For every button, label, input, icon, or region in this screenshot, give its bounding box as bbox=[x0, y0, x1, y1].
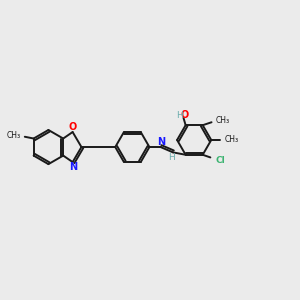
Text: CH₃: CH₃ bbox=[6, 131, 20, 140]
Text: Cl: Cl bbox=[215, 156, 225, 165]
Text: O: O bbox=[69, 122, 77, 132]
Text: N: N bbox=[157, 137, 165, 147]
Text: O: O bbox=[181, 110, 189, 121]
Text: CH₃: CH₃ bbox=[224, 136, 239, 145]
Text: N: N bbox=[69, 162, 77, 172]
Text: H: H bbox=[168, 153, 175, 162]
Text: CH₃: CH₃ bbox=[216, 116, 230, 125]
Text: H: H bbox=[176, 111, 183, 120]
